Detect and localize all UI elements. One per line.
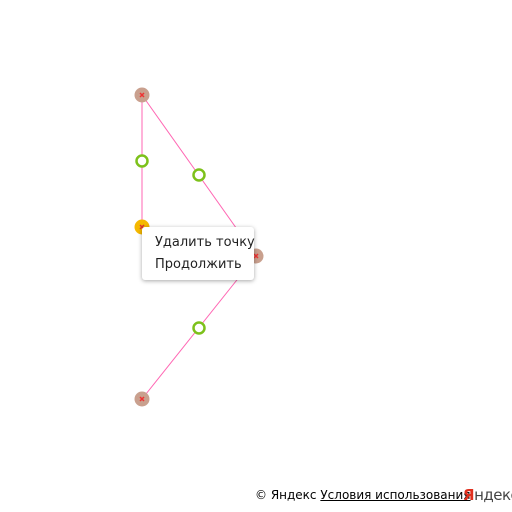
midpoint-handle[interactable] — [135, 154, 149, 168]
close-icon — [139, 92, 145, 98]
delete-point-menu-item[interactable]: Удалить точку — [155, 235, 255, 250]
midpoint-handle[interactable] — [192, 321, 206, 335]
close-icon — [139, 396, 145, 402]
terms-of-use-link[interactable]: Условия использования — [320, 488, 471, 502]
context-menu: Удалить точку Продолжить — [142, 227, 255, 280]
logo-first-letter: Я — [463, 486, 475, 504]
continue-menu-item[interactable]: Продолжить — [155, 257, 242, 272]
close-icon — [253, 253, 259, 259]
vertex-marker[interactable] — [134, 391, 150, 407]
vertex-marker[interactable] — [134, 87, 150, 103]
logo-rest: ндекс — [474, 486, 512, 504]
copyright-owner: © Яндекс — [255, 488, 317, 502]
yandex-logo[interactable]: Яндекс — [463, 486, 512, 504]
copyright: © Яндекс Условия использования — [255, 487, 471, 503]
midpoint-handle[interactable] — [192, 168, 206, 182]
